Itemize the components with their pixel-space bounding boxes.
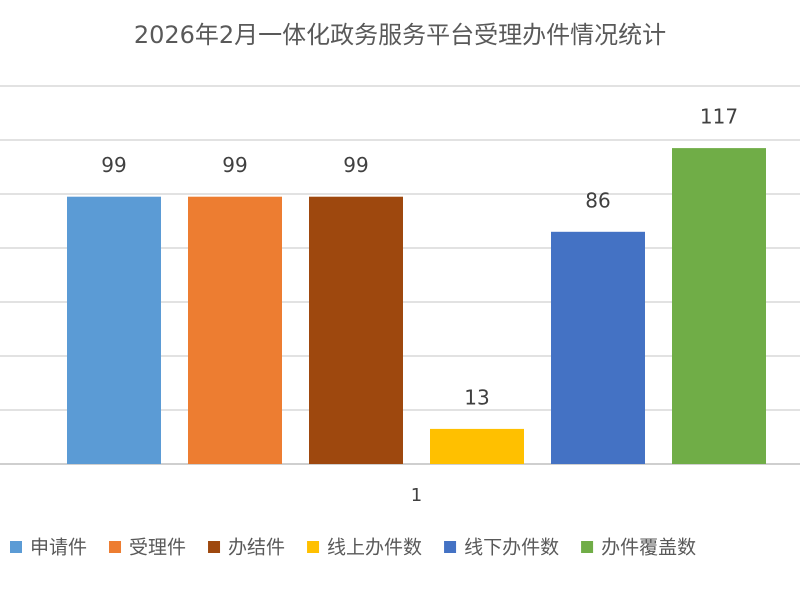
data-label: 99 bbox=[343, 153, 368, 177]
data-label: 13 bbox=[464, 385, 489, 409]
legend-swatch bbox=[208, 541, 221, 553]
bar bbox=[67, 196, 161, 464]
legend-swatch bbox=[581, 541, 594, 553]
legend-label: 办件覆盖数 bbox=[601, 537, 696, 559]
legend-label: 受理件 bbox=[129, 537, 186, 559]
legend-label: 线下办件数 bbox=[464, 537, 559, 559]
data-label: 99 bbox=[222, 153, 247, 177]
data-label: 117 bbox=[700, 105, 738, 129]
bar bbox=[430, 428, 524, 464]
data-label: 86 bbox=[585, 188, 610, 212]
bar bbox=[551, 231, 645, 464]
bar bbox=[188, 196, 282, 464]
data-label: 99 bbox=[101, 153, 126, 177]
legend-swatch bbox=[109, 541, 122, 553]
legend-label: 线上办件数 bbox=[327, 537, 422, 559]
bar bbox=[672, 148, 766, 464]
chart-title: 2026年2月一体化政务服务平台受理办件情况统计 bbox=[134, 21, 666, 49]
legend-label: 办结件 bbox=[228, 537, 285, 559]
legend-swatch bbox=[444, 541, 457, 553]
x-tick-label: 1 bbox=[411, 485, 422, 506]
legend-swatch bbox=[10, 541, 22, 553]
bar bbox=[309, 196, 403, 464]
legend-label: 申请件 bbox=[30, 537, 87, 559]
legend-swatch bbox=[307, 541, 320, 553]
